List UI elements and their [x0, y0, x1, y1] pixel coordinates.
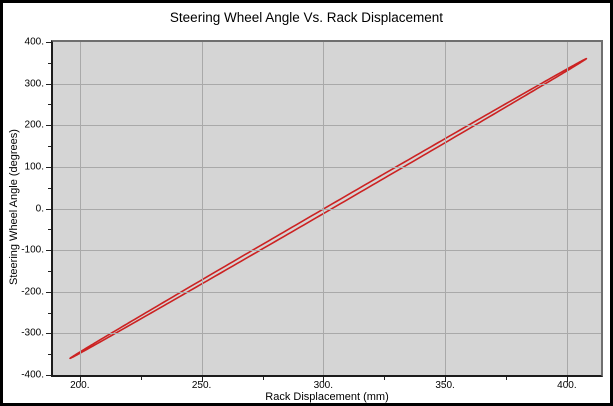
y-major-tick — [46, 333, 51, 335]
plot-area — [53, 42, 601, 375]
y-major-tick — [46, 125, 51, 127]
y-gridline — [53, 250, 601, 252]
y-tick-label: 100. — [24, 161, 44, 173]
y-tick-label: -200. — [21, 286, 44, 298]
x-minor-tick — [384, 377, 386, 380]
x-major-tick — [566, 377, 568, 382]
y-minor-tick — [48, 187, 51, 189]
x-minor-tick — [262, 377, 264, 380]
y-minor-tick — [48, 146, 51, 148]
y-gridline — [53, 166, 601, 168]
y-axis-title: Steering Wheel Angle (degrees) — [8, 129, 20, 285]
x-minor-tick — [506, 377, 507, 380]
x-major-tick — [445, 377, 447, 382]
y-tick-label: 0. — [35, 203, 44, 214]
y-tick-label: 300. — [24, 78, 44, 90]
x-major-tick — [201, 377, 203, 382]
x-major-tick — [323, 377, 325, 382]
y-major-tick — [46, 375, 51, 376]
chart-title: Steering Wheel Angle Vs. Rack Displaceme… — [169, 10, 444, 25]
x-major-tick — [79, 377, 81, 382]
y-tick-label: -400. — [21, 369, 44, 381]
plot-frame: 200. 250. 300. 350. 400. 400. 300. 200. 100. 0. -1… — [21, 37, 603, 391]
hysteresis-curve — [69, 57, 588, 360]
y-minor-tick — [48, 62, 51, 64]
y-gridline — [53, 291, 601, 293]
y-tick-label: 400. — [24, 36, 44, 48]
y-minor-tick — [48, 312, 51, 314]
curve-svg — [69, 57, 588, 360]
x-axis-title: Rack Displacement (mm) — [265, 391, 389, 403]
y-minor-tick — [48, 104, 51, 106]
y-major-tick — [46, 83, 51, 85]
y-minor-tick — [48, 229, 51, 231]
y-gridline — [53, 208, 601, 210]
y-tick-label: -100. — [21, 244, 44, 256]
y-tick-label: 200. — [24, 119, 44, 131]
y-gridline — [53, 125, 601, 127]
x-tick-label: 200. — [70, 380, 90, 391]
x-tick-label: 250. — [191, 380, 212, 391]
y-major-tick — [46, 291, 51, 293]
y-major-tick — [46, 250, 51, 252]
x-tick-label: 350. — [435, 380, 455, 391]
y-minor-tick — [48, 270, 51, 272]
y-major-tick — [46, 166, 51, 168]
y-major-tick — [46, 42, 51, 43]
x-tick-label: 300. — [313, 380, 334, 391]
x-tick-label: 400. — [557, 380, 577, 391]
y-gridline — [53, 83, 601, 85]
y-gridline — [53, 333, 601, 335]
y-tick-label: -300. — [21, 327, 44, 339]
y-major-tick — [46, 208, 51, 210]
y-minor-tick — [48, 354, 51, 356]
x-minor-tick — [140, 377, 142, 380]
